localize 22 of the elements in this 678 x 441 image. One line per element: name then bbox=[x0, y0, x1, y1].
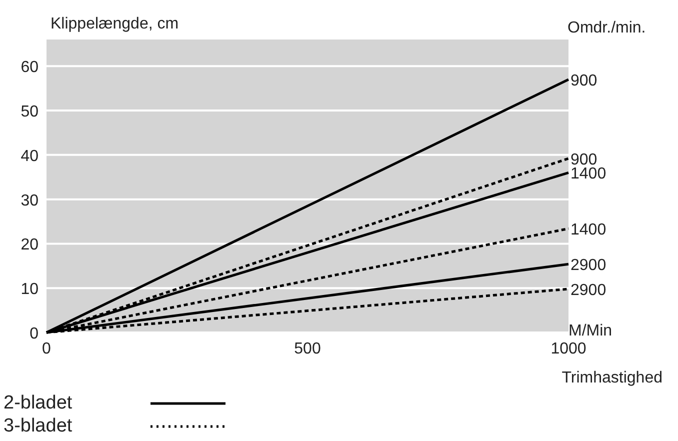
series-label: 1400 bbox=[570, 222, 606, 239]
series-label: 1400 bbox=[570, 166, 606, 183]
y-tick-label: 40 bbox=[20, 148, 39, 165]
y-tick-label: 0 bbox=[30, 326, 39, 342]
series-label: 2900 bbox=[570, 257, 606, 274]
y-tick-label: 60 bbox=[20, 59, 39, 76]
y-tick-label: 50 bbox=[20, 104, 39, 121]
x-tick-label: 1000 bbox=[550, 340, 586, 358]
y-tick-label: 20 bbox=[20, 236, 39, 254]
text: 3-bladet bbox=[4, 416, 73, 436]
x-tick-label: 500 bbox=[294, 340, 321, 358]
annotation: M/Min bbox=[568, 322, 612, 340]
series-label: 2900 bbox=[570, 282, 606, 299]
y-tick-label: 30 bbox=[20, 192, 39, 210]
y-axis-title: Klippelængde, cm bbox=[50, 16, 179, 32]
y-tick-label: 10 bbox=[20, 281, 39, 298]
series-label: 900 bbox=[570, 72, 598, 90]
x-tick-label: 0 bbox=[42, 340, 52, 358]
series-label: 900 bbox=[570, 151, 598, 168]
text: 2-bladet bbox=[4, 392, 73, 414]
x-axis-title: Trimhastighed bbox=[562, 370, 662, 386]
text: Omdr./min. bbox=[568, 20, 646, 36]
